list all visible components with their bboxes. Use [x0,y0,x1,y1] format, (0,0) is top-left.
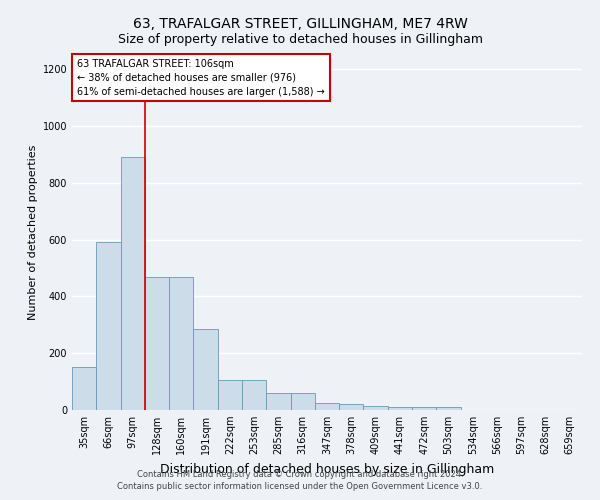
Bar [242,380,266,410]
Bar [364,406,388,410]
Bar [436,407,461,410]
Bar [72,368,96,410]
Bar [290,393,315,410]
Text: Size of property relative to detached houses in Gillingham: Size of property relative to detached ho… [118,32,482,46]
Bar [315,403,339,410]
Bar [266,393,290,410]
Bar [145,276,169,410]
Y-axis label: Number of detached properties: Number of detached properties [28,145,38,320]
Bar [169,276,193,410]
Text: Contains public sector information licensed under the Open Government Licence v3: Contains public sector information licen… [118,482,482,491]
Bar [96,242,121,410]
Text: 63 TRAFALGAR STREET: 106sqm
← 38% of detached houses are smaller (976)
61% of se: 63 TRAFALGAR STREET: 106sqm ← 38% of det… [77,58,325,96]
Bar [339,404,364,410]
Bar [218,380,242,410]
Text: 63, TRAFALGAR STREET, GILLINGHAM, ME7 4RW: 63, TRAFALGAR STREET, GILLINGHAM, ME7 4R… [133,18,467,32]
Bar [388,407,412,410]
Bar [412,407,436,410]
X-axis label: Distribution of detached houses by size in Gillingham: Distribution of detached houses by size … [160,462,494,475]
Text: Contains HM Land Registry data © Crown copyright and database right 2024.: Contains HM Land Registry data © Crown c… [137,470,463,479]
Bar [193,329,218,410]
Bar [121,157,145,410]
